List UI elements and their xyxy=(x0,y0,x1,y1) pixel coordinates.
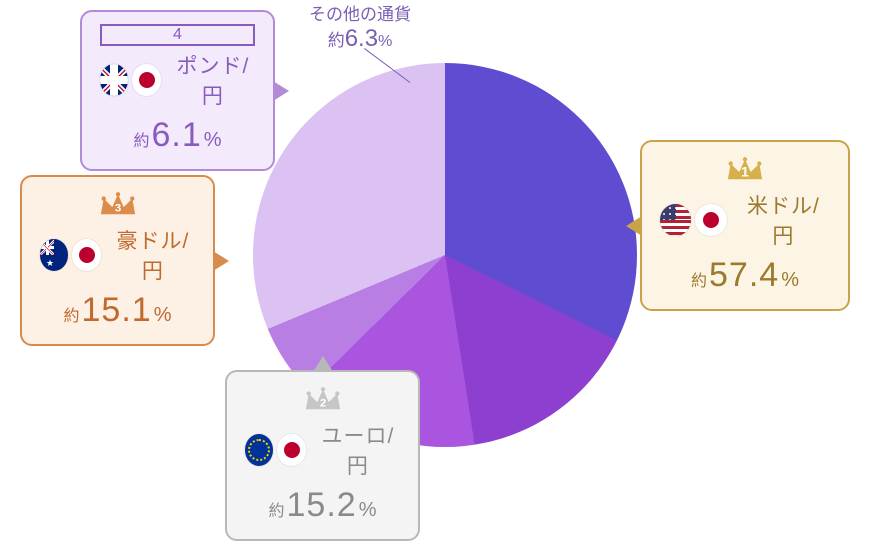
percent-sign: % xyxy=(204,129,222,152)
flag-jp-icon xyxy=(132,64,160,96)
card-tail xyxy=(626,216,642,236)
pair-label: 米ドル/円 xyxy=(737,190,830,250)
rank-card-usd: 1 米ドル/円 約 57.4 % xyxy=(640,140,850,311)
rank-card-gbp: 4 ポンド/円 約 6.1 % xyxy=(80,10,275,171)
rank-card-eur: 2 ユーロ/円 約 15.2 % xyxy=(225,370,420,541)
rank-card-aud: 3 豪ドル/円 約 15.1 % xyxy=(20,175,215,346)
value-number: 57.4 xyxy=(709,256,779,295)
flag-gb-icon xyxy=(100,64,128,96)
svg-text:2: 2 xyxy=(319,397,325,409)
value-number: 15.1 xyxy=(82,291,152,330)
percent-sign: % xyxy=(378,33,392,50)
pair-label: ユーロ/円 xyxy=(316,420,400,480)
percent-sign: % xyxy=(154,304,172,327)
other-currencies-label: その他の通貨 約6.3% xyxy=(290,0,430,53)
approx-label: 約 xyxy=(133,127,149,151)
flag-eu-icon xyxy=(245,434,273,466)
card-tail xyxy=(313,356,333,372)
flag-jp-icon xyxy=(277,434,305,466)
pair-label: 豪ドル/円 xyxy=(111,225,195,285)
flag-jp-icon xyxy=(695,204,726,236)
value-number: 6.1 xyxy=(151,116,201,155)
approx-label: 約 xyxy=(691,267,707,291)
flag-jp-icon xyxy=(72,239,100,271)
card-tail xyxy=(273,81,289,101)
value-number: 6.3 xyxy=(345,25,378,52)
approx-label: 約 xyxy=(64,302,80,326)
svg-text:3: 3 xyxy=(114,202,120,214)
flag-au-icon xyxy=(40,239,68,271)
pair-label: ポンド/円 xyxy=(171,50,255,110)
svg-text:1: 1 xyxy=(741,164,749,180)
approx-label: 約 xyxy=(328,31,345,50)
approx-label: 約 xyxy=(269,497,285,521)
flag-us-icon xyxy=(660,204,691,236)
value-number: 15.2 xyxy=(287,486,357,525)
card-tail xyxy=(213,251,229,271)
percent-sign: % xyxy=(781,269,799,292)
other-title: その他の通貨 xyxy=(290,0,430,25)
percent-sign: % xyxy=(359,499,377,522)
